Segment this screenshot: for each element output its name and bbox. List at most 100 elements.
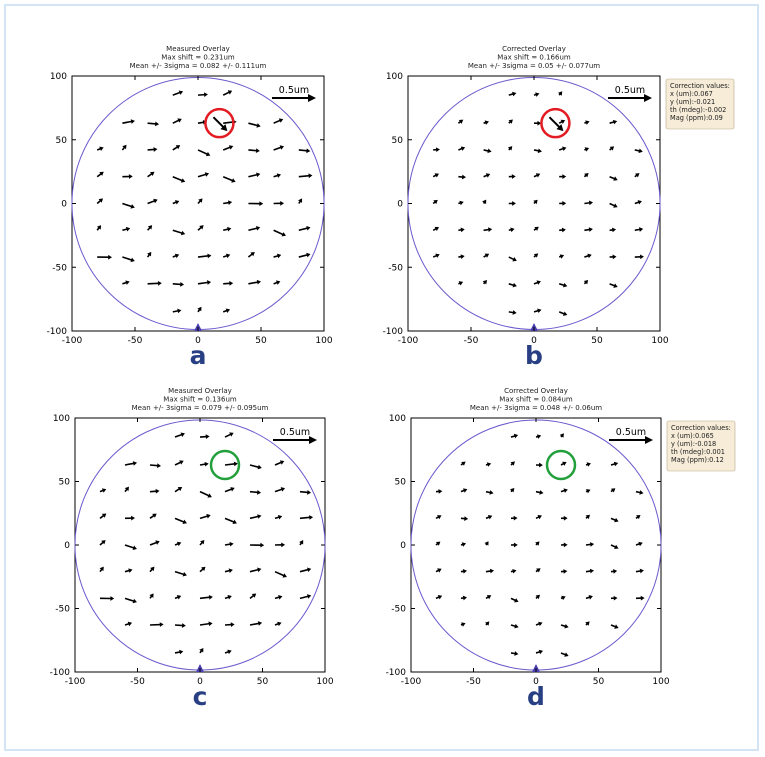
overlay-vector-head <box>461 542 467 547</box>
overlay-vector-head <box>127 621 133 627</box>
overlay-vector <box>172 91 181 96</box>
overlay-vector <box>299 516 311 520</box>
overlay-vector <box>560 652 567 656</box>
overlay-vector-head <box>180 432 185 437</box>
overlay-vector <box>147 199 156 205</box>
overlay-vector <box>124 544 135 549</box>
overlay-vector-head <box>251 593 257 598</box>
overlay-vector-head <box>510 461 515 466</box>
y-tick-label: 0 <box>61 200 67 210</box>
overlay-vector-head <box>588 227 593 232</box>
correction-value-line: Mag (ppm):0.12 <box>671 456 724 464</box>
overlay-vector-head <box>298 198 303 203</box>
correction-values-box <box>665 78 735 130</box>
overlay-vector-head <box>229 432 234 437</box>
x-tick-label: -50 <box>128 336 143 346</box>
overlay-vector-head <box>512 568 517 574</box>
overlay-vector-head <box>280 200 285 206</box>
overlay-vector-head <box>614 544 619 550</box>
overlay-vector-head <box>484 120 489 125</box>
scale-label: 0.5um <box>279 85 309 96</box>
overlay-vector <box>298 227 308 232</box>
overlay-vector-head <box>206 280 212 285</box>
overlay-vector-head <box>197 306 202 312</box>
overlay-vector-head <box>280 487 286 492</box>
overlay-vector-head <box>256 123 261 128</box>
overlay-vector-head <box>537 308 542 314</box>
overlay-vector-head <box>613 203 618 208</box>
overlay-vector <box>174 517 185 523</box>
x-tick-label: 0 <box>533 677 539 687</box>
overlay-vector <box>223 228 229 232</box>
corrected-site-marker <box>545 449 577 481</box>
y-tick-label: -100 <box>50 668 71 678</box>
scale-label: 0.5um <box>615 85 645 96</box>
overlay-vector-head <box>513 542 518 548</box>
correction-value-line: x (um):0.067 <box>670 90 713 98</box>
overlay-vector-head <box>510 227 515 233</box>
overlay-vector-head <box>153 147 158 152</box>
overlay-vector-head <box>563 569 568 574</box>
y-tick-label: 100 <box>386 72 403 82</box>
overlay-vector-head <box>560 119 566 124</box>
x-tick-label: 0 <box>531 336 537 346</box>
overlay-vector <box>584 201 591 205</box>
overlay-vector-head <box>514 598 519 603</box>
x-tick-label: 100 <box>652 677 669 687</box>
overlay-vector-head <box>588 200 594 206</box>
overlay-vector-head <box>609 146 615 151</box>
overlay-vector <box>172 283 182 286</box>
overlay-vector-head <box>489 490 494 495</box>
overlay-vector <box>99 514 105 519</box>
overlay-vector <box>199 515 209 520</box>
overlay-vector-head <box>128 174 133 179</box>
overlay-vector-head <box>227 595 232 600</box>
max-shift-label: Max shift = 0.166um <box>497 54 571 62</box>
overlay-vector-head <box>150 566 155 572</box>
overlay-vector-head <box>278 118 284 123</box>
overlay-vector-head <box>613 461 619 467</box>
overlay-vector-head <box>564 652 569 657</box>
overlay-vector-head <box>584 173 589 178</box>
overlay-vector <box>274 488 283 493</box>
overlay-vector-head <box>159 622 164 627</box>
overlay-vector <box>610 544 617 548</box>
overlay-vector <box>508 311 514 314</box>
overlay-vector-head <box>257 514 262 519</box>
overlay-vector-head <box>614 624 619 629</box>
overlay-vector-head <box>589 568 594 574</box>
overlay-vector-head <box>229 281 234 286</box>
overlay-vector-head <box>639 568 644 574</box>
overlay-vector <box>172 309 179 313</box>
overlay-vector-head <box>562 311 568 316</box>
overlay-vector-head <box>564 623 569 629</box>
overlay-vector-head <box>227 90 233 95</box>
correction-value-line: y (um):-0.021 <box>670 98 715 106</box>
max-shift-label: Max shift = 0.084um <box>499 396 573 404</box>
overlay-vector <box>224 569 231 573</box>
overlay-vector-head <box>508 119 513 124</box>
overlay-vector-head <box>96 225 102 230</box>
overlay-vector <box>149 541 158 546</box>
overlay-vector-head <box>128 568 133 573</box>
overlay-vector-head <box>198 198 203 203</box>
overlay-vector <box>248 227 258 232</box>
overlay-vector-head <box>99 566 104 572</box>
overlay-vector <box>122 202 133 208</box>
panel-title: Corrected Overlay <box>504 387 568 395</box>
y-tick-label: -50 <box>391 605 406 615</box>
overlay-vector <box>634 228 641 232</box>
overlay-vector <box>122 228 128 232</box>
overlay-vector-head <box>201 566 206 572</box>
overlay-vector-head <box>434 226 440 232</box>
overlay-vector <box>147 148 155 151</box>
x-tick-label: -50 <box>466 677 481 687</box>
scale-label: 0.5um <box>616 427 646 438</box>
outlier-vector <box>548 116 562 129</box>
overlay-vector-head <box>640 254 644 260</box>
overlay-vector-head <box>157 463 162 468</box>
overlay-vector <box>147 282 159 285</box>
